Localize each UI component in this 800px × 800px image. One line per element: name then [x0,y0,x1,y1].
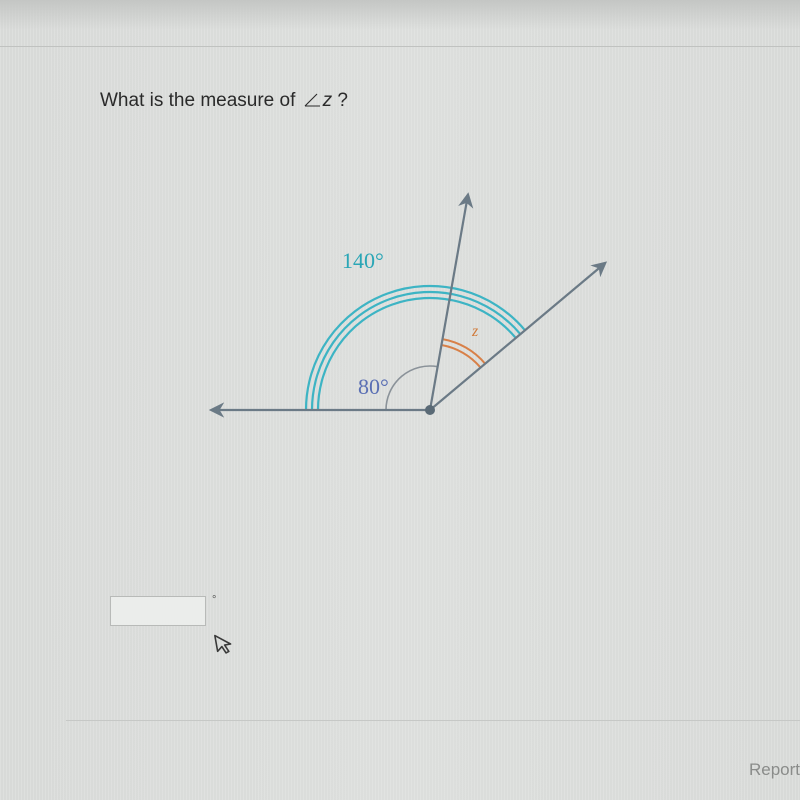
question-text: What is the measure of z ? [100,90,348,112]
question-prefix: What is the measure of [100,90,301,111]
label-z: z [471,323,479,340]
arc-140 [312,292,520,410]
label-140: 140° [342,248,384,273]
question-variable: z [323,90,333,111]
angle-diagram: 140° 80° z [160,160,640,500]
label-80: 80° [358,374,389,399]
answer-input[interactable] [110,596,206,626]
cursor-icon [212,630,239,663]
arc-z [443,339,486,364]
angle-icon [303,92,321,114]
question-suffix: ? [332,90,348,111]
answer-row: ° [110,596,216,626]
bottom-divider [66,720,800,721]
top-shadow [0,0,800,30]
ray-up [430,198,467,410]
degree-symbol: ° [212,594,216,606]
arc-140 [318,298,516,410]
arc-z [441,345,480,368]
report-link[interactable]: Report [749,760,800,780]
top-divider [0,46,800,47]
arc-140 [306,286,525,410]
ray-right [430,265,602,410]
vertex-dot [425,405,435,415]
arc-80 [386,366,438,410]
